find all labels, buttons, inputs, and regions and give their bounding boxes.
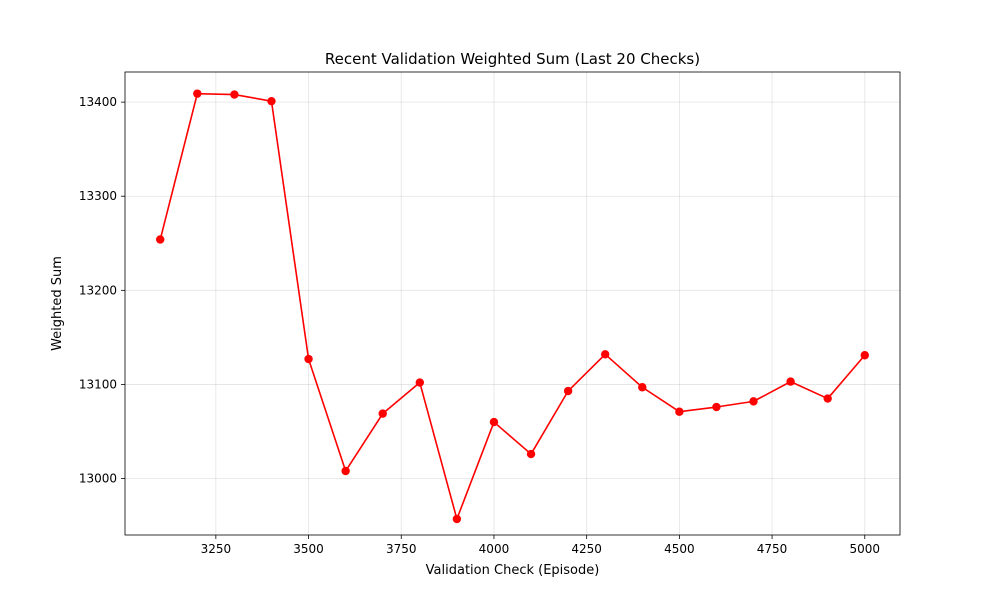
data-point xyxy=(823,394,832,403)
x-tick-label: 3750 xyxy=(386,542,417,556)
x-axis-label: Validation Check (Episode) xyxy=(426,563,600,578)
series xyxy=(156,89,869,524)
series-line xyxy=(159,92,866,520)
data-point xyxy=(526,449,536,459)
y-tick-label: 13200 xyxy=(79,283,117,297)
grid xyxy=(125,72,900,535)
x-tick-label: 4000 xyxy=(479,542,510,556)
data-point xyxy=(230,90,239,99)
data-point xyxy=(860,351,869,360)
plot-frame xyxy=(124,71,901,536)
data-point xyxy=(563,386,573,396)
data-point xyxy=(638,383,647,392)
y-tick-label: 13300 xyxy=(79,189,117,203)
y-tick-label: 13000 xyxy=(79,472,117,486)
x-tick-label: 4500 xyxy=(664,542,695,556)
data-point xyxy=(601,350,610,359)
y-axis-label: Weighted Sum xyxy=(50,256,65,351)
data-point xyxy=(452,514,462,524)
x-tick-label: 5000 xyxy=(849,542,880,556)
data-point xyxy=(675,407,684,416)
x-tick-label: 3250 xyxy=(201,542,232,556)
x-tick-label: 4250 xyxy=(571,542,602,556)
data-point xyxy=(267,96,276,106)
data-point xyxy=(341,466,350,476)
y-tick-label: 13100 xyxy=(79,377,117,391)
chart-title: Recent Validation Weighted Sum (Last 20 … xyxy=(325,50,700,68)
x-tick-label: 4750 xyxy=(757,542,788,556)
axis-ticks: 3250 3500 3750 4000 4250 4500 4750 5000 13000 131… xyxy=(79,95,880,556)
data-point xyxy=(415,378,424,387)
data-point xyxy=(156,235,165,244)
data-point xyxy=(712,402,721,412)
y-tick-label: 13400 xyxy=(79,95,117,109)
data-point xyxy=(193,89,202,98)
data-point xyxy=(304,354,313,364)
data-point xyxy=(378,409,387,418)
x-tick-label: 3500 xyxy=(293,542,324,556)
data-point xyxy=(749,397,758,406)
data-point xyxy=(489,417,499,427)
data-point xyxy=(786,377,795,386)
